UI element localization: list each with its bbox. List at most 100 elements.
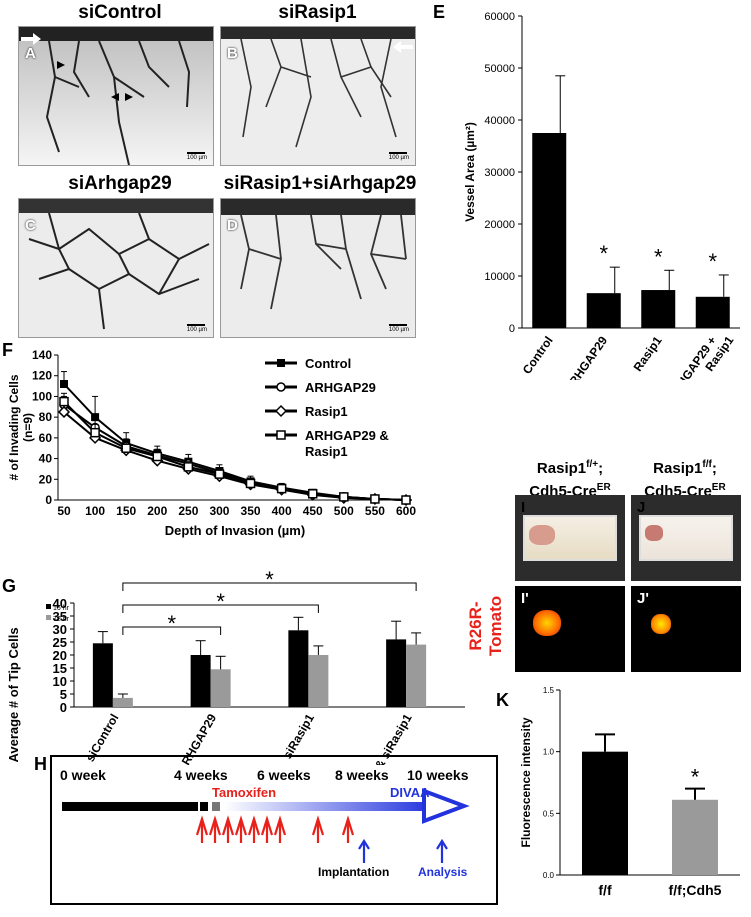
f-y-tick-label: 60 (39, 431, 53, 445)
g-y-tick-label: 25 (53, 635, 67, 650)
chart-e-vessel-area: 0 10000 20000 30000 40000 50000 60000 Vessel Ar… (463, 11, 740, 380)
f-x-tick-label: 550 (365, 504, 385, 518)
e-y-tick-label: 40000 (484, 115, 515, 127)
g-y-tick-label: 5 (60, 687, 67, 702)
f-y-tick-label: 0 (45, 493, 52, 507)
f-point (276, 483, 287, 494)
f-y-axis-label: # of Invading Cells (7, 374, 21, 480)
g-significance-star: * (167, 611, 176, 636)
e-y-tick-label: 50000 (484, 63, 515, 75)
f-x-tick-label: 200 (147, 504, 167, 518)
g-significance-bracket (122, 604, 319, 613)
g-bar (210, 669, 231, 707)
tamoxifen-label: Tamoxifen (212, 785, 277, 800)
f-series-line (63, 400, 407, 501)
e-x-tick-label: ARHGAP29 (561, 333, 610, 380)
g-bar (386, 639, 407, 707)
scale-bar-a: 100 µm (187, 152, 207, 161)
f-point (307, 489, 318, 499)
panel-e-letter: E (433, 2, 446, 22)
f-x-tick-label: 100 (85, 504, 105, 518)
f-point (121, 443, 131, 453)
g-legend-label: 72 hr (53, 616, 70, 623)
f-y-axis-sublabel: (n=9) (21, 413, 35, 442)
e-y-tick-label: 60000 (484, 11, 515, 23)
timeline-diagram (62, 788, 470, 863)
g-legend-swatch (46, 604, 51, 609)
f-point (339, 492, 349, 502)
f-point (245, 478, 256, 489)
f-x-tick-label: 400 (272, 504, 292, 518)
g-y-tick-label: 30 (53, 622, 67, 637)
f-x-axis-label: Depth of Invasion (µm) (165, 523, 305, 538)
f-legend-marker (277, 359, 285, 367)
implantation-label: Implantation (318, 865, 390, 879)
panel-k-letter: K (496, 690, 509, 710)
g-bar (190, 655, 211, 707)
f-point (401, 495, 411, 505)
panel-j-prime-letter: J' (637, 590, 649, 607)
f-x-tick-label: 300 (209, 504, 229, 518)
g-bar (92, 643, 113, 707)
f-point (90, 427, 100, 438)
g-y-tick-label: 35 (53, 609, 67, 624)
panel-a-title: siControl (78, 2, 162, 23)
panel-b-title: siRasip1 (278, 2, 357, 23)
f-legend-label: Rasip1 (305, 404, 348, 419)
chart-k-fluorescence: 0.0 0.5 1.0 1.5 Fluorescence intensity f/f * f/… (519, 686, 740, 898)
g-bar (308, 655, 329, 707)
g-y-tick-label: 10 (53, 674, 67, 689)
f-point (152, 451, 163, 462)
g-significance-star: * (216, 589, 225, 614)
e-x-tick-label: Control (520, 334, 556, 377)
photo-j: J (631, 495, 741, 581)
timeline-week-10: 10 weeks (407, 767, 469, 783)
f-point (183, 462, 194, 472)
e-y-tick-label: 20000 (484, 219, 515, 231)
f-point (370, 494, 380, 504)
f-x-tick-label: 350 (241, 504, 261, 518)
f-x-tick-label: 500 (334, 504, 354, 518)
e-significance-star: * (599, 241, 608, 266)
f-x-tick-label: 600 (396, 504, 416, 518)
f-point (59, 396, 69, 407)
g-bar (288, 630, 309, 707)
vessel-network-a (19, 27, 213, 165)
k-bar (672, 799, 718, 875)
f-y-tick-label: 80 (39, 410, 53, 424)
f-point (57, 405, 71, 419)
scale-bar-b: 100 µm (389, 152, 409, 161)
k-y-tick-label: 0.5 (543, 809, 555, 818)
f-y-tick-label: 100 (32, 389, 52, 403)
e-bar (586, 293, 621, 328)
k-y-tick-label: 1.5 (543, 686, 555, 695)
k-y-axis-label: Fluorescence intensity (519, 717, 533, 847)
scale-bar-d: 100 µm (389, 324, 409, 333)
e-bar (532, 133, 567, 328)
f-legend-label: Control (305, 356, 351, 371)
g-y-tick-label: 40 (53, 596, 67, 611)
g-bar (406, 644, 427, 707)
g-y-tick-label: 0 (60, 700, 67, 715)
f-point (214, 469, 225, 479)
panel-g-letter: G (2, 576, 17, 596)
f-y-tick-label: 20 (39, 472, 53, 486)
f-x-tick-label: 50 (57, 504, 71, 518)
f-series-line (63, 411, 407, 501)
analysis-label: Analysis (418, 865, 468, 879)
photo-j-prime: J' (631, 586, 741, 672)
k-significance-star: * (691, 765, 700, 790)
f-legend-label: ARHGAP29 & (305, 428, 389, 443)
k-bar (582, 751, 628, 875)
vessel-network-c (19, 199, 213, 337)
panel-d-letter: D (227, 217, 238, 234)
g-significance-bracket (122, 582, 417, 591)
f-legend-label: ARHGAP29 (305, 380, 376, 395)
f-x-tick-label: 450 (303, 504, 323, 518)
panel-c-letter: C (25, 217, 36, 234)
g-bar (112, 697, 133, 707)
micrograph-sicontrol: A 100 µm (18, 26, 214, 166)
k-y-tick-label: 0.0 (543, 871, 555, 880)
photo-i-prime: I' (515, 586, 625, 672)
